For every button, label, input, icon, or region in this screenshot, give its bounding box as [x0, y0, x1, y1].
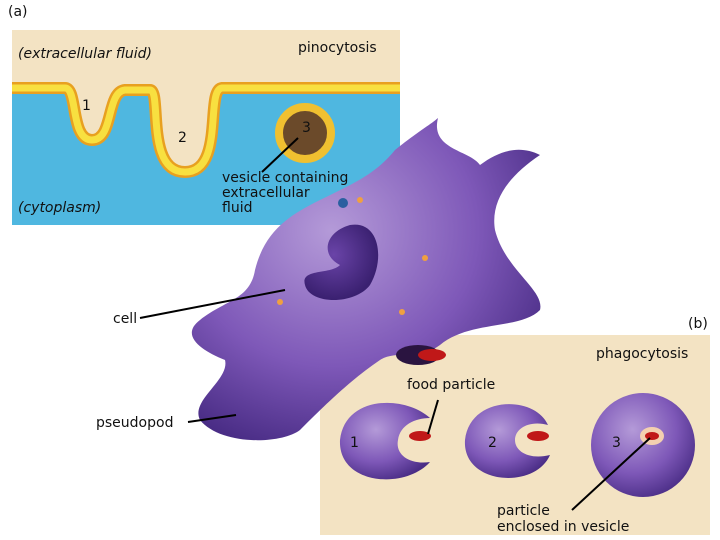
callout-line [187, 414, 237, 423]
phagocytosis-stages [339, 393, 695, 511]
step-label: 3 [612, 435, 621, 451]
food-particle [645, 432, 659, 440]
panel-label: (a) [8, 4, 28, 20]
food-particle [418, 349, 446, 361]
callout-text: fluid [222, 200, 252, 216]
panel-title: pinocytosis [298, 40, 377, 56]
granule [277, 299, 283, 305]
cell-stage [464, 404, 550, 478]
cell-label: cell [113, 311, 137, 327]
amoeba [191, 118, 541, 441]
step-label: 2 [488, 435, 497, 451]
callout-text: food particle [407, 377, 495, 393]
panel-label: (b) [688, 316, 708, 332]
pinocytosis-panel [12, 30, 400, 225]
cell-label: pseudopod [96, 415, 173, 431]
vesicle [275, 103, 335, 163]
callout-text: extracellular [222, 185, 310, 201]
granule [357, 197, 363, 203]
food-particle [527, 431, 549, 441]
callout-line [261, 137, 299, 173]
step-label: 1 [82, 98, 91, 114]
region-label: (cytoplasm) [18, 200, 101, 216]
region-label: (extracellular fluid) [18, 46, 152, 62]
nucleus [304, 224, 379, 300]
granule [399, 309, 405, 315]
cell-stage [339, 402, 430, 480]
vesicle [338, 198, 348, 208]
callout-text: enclosed in vesicle [497, 519, 629, 535]
food-particle [409, 431, 431, 441]
callout-line [571, 437, 651, 511]
callout-text: vesicle containing [222, 170, 348, 186]
step-label: 2 [178, 130, 187, 146]
membrane [12, 84, 400, 176]
granule [422, 255, 428, 261]
panel-title: phagocytosis [596, 346, 688, 362]
callout-line [427, 399, 439, 435]
step-label: 3 [302, 120, 311, 136]
callout-line [139, 289, 286, 319]
callout-text: particle [497, 503, 550, 519]
step-label: 1 [350, 435, 359, 451]
